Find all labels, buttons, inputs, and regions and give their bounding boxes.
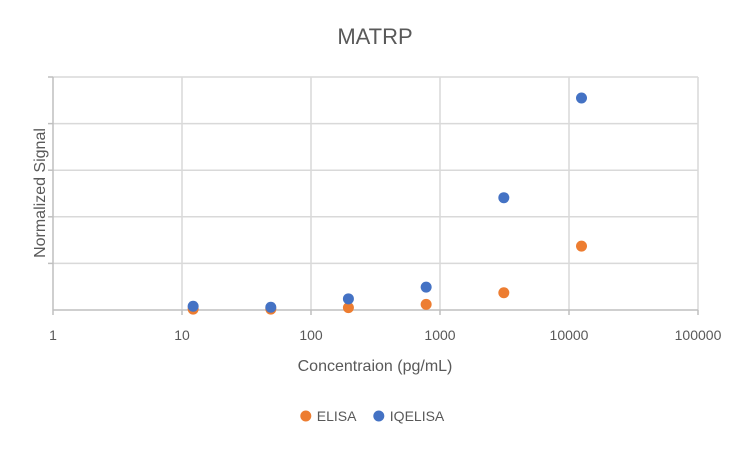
iqelisa-data-point: [342, 293, 354, 305]
data-points: [187, 92, 588, 315]
x-tick-label: 10000: [550, 327, 589, 343]
x-tick-label: 10: [174, 327, 190, 343]
iqelisa-data-point: [576, 92, 588, 104]
y-axis-label: Normalized Signal: [32, 128, 49, 258]
legend-marker-iqelisa: [373, 410, 385, 422]
iqelisa-data-point: [187, 300, 199, 312]
legend-marker-elisa: [300, 410, 312, 422]
legend-label-iqelisa: IQELISA: [390, 408, 445, 424]
iqelisa-data-point: [498, 192, 510, 204]
x-axis-label: Concentraion (pg/mL): [298, 358, 453, 375]
x-tick-label: 100: [299, 327, 323, 343]
legend-label-elisa: ELISA: [317, 408, 357, 424]
x-axis-tick-labels: 1 10 100 1000 10000 100000: [49, 327, 721, 343]
elisa-data-point: [576, 240, 588, 252]
iqelisa-data-point: [265, 301, 277, 313]
legend: ELISA IQELISA: [300, 408, 445, 424]
elisa-data-point: [498, 287, 510, 299]
elisa-data-point: [342, 302, 354, 314]
iqelisa-data-point: [420, 281, 432, 293]
x-tick-label: 100000: [675, 327, 722, 343]
chart-title: MATRP: [337, 24, 412, 49]
axes: [48, 76, 699, 315]
elisa-data-point: [420, 298, 432, 310]
x-tick-label: 1000: [424, 327, 455, 343]
gridlines: [53, 76, 699, 310]
x-tick-label: 1: [49, 327, 57, 343]
